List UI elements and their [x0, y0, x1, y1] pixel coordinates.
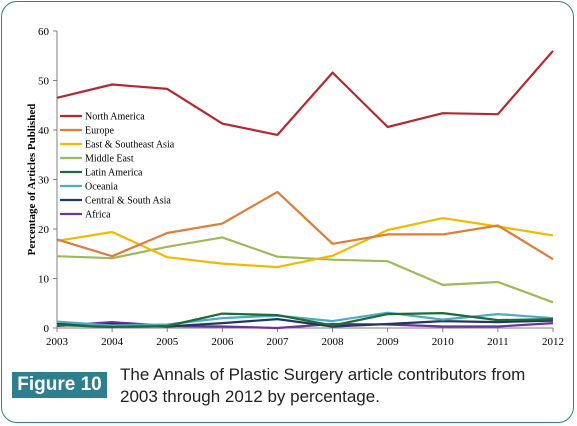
x-tick-label: 2011	[487, 336, 509, 348]
series-line-north-america	[56, 50, 554, 136]
legend-label: Central & South Asia	[85, 196, 171, 207]
x-tick-label: 2009	[377, 336, 400, 348]
caption-text: The Annals of Plastic Surgery article co…	[120, 365, 526, 406]
series-line-latin-america	[56, 312, 554, 329]
y-tick-label: 0	[44, 323, 50, 335]
x-tick-label: 2003	[46, 336, 69, 348]
x-tick-label: 2010	[432, 336, 455, 348]
legend-label: Africa	[85, 210, 111, 221]
figure-caption: Figure 10 The Annals of Plastic Surgery …	[12, 364, 562, 412]
legend-label: Latin America	[85, 168, 143, 179]
x-tick-label: 2012	[542, 336, 564, 348]
y-tick-label: 50	[38, 76, 50, 88]
legend-label: Middle East	[85, 154, 134, 165]
y-tick-label: 20	[38, 224, 50, 236]
y-tick-label: 40	[38, 125, 50, 137]
series-line-middle-east	[56, 236, 554, 304]
x-tick-label: 2004	[101, 336, 124, 348]
legend-label: Oceania	[85, 182, 118, 193]
y-tick-label: 10	[38, 274, 50, 286]
y-tick-label: 30	[38, 175, 50, 187]
x-tick-label: 2006	[211, 336, 234, 348]
x-tick-label: 2005	[156, 336, 179, 348]
legend-label: North America	[85, 112, 145, 123]
x-tick-label: 2007	[266, 336, 289, 348]
y-tick-label: 60	[38, 26, 50, 38]
series-line-europe	[56, 190, 554, 261]
figure-label: Figure 10	[12, 372, 107, 398]
legend-label: Europe	[85, 126, 114, 137]
y-axis-label: Percentage of Articles Published	[26, 104, 38, 256]
plot-area	[57, 31, 553, 328]
legend-label: East & Southeast Asia	[85, 140, 175, 151]
x-tick-label: 2008	[322, 336, 345, 348]
line-chart: 0 10 20 30 40 50 60 2003 2004 2005 2006 2007 2008 200…	[26, 26, 564, 348]
